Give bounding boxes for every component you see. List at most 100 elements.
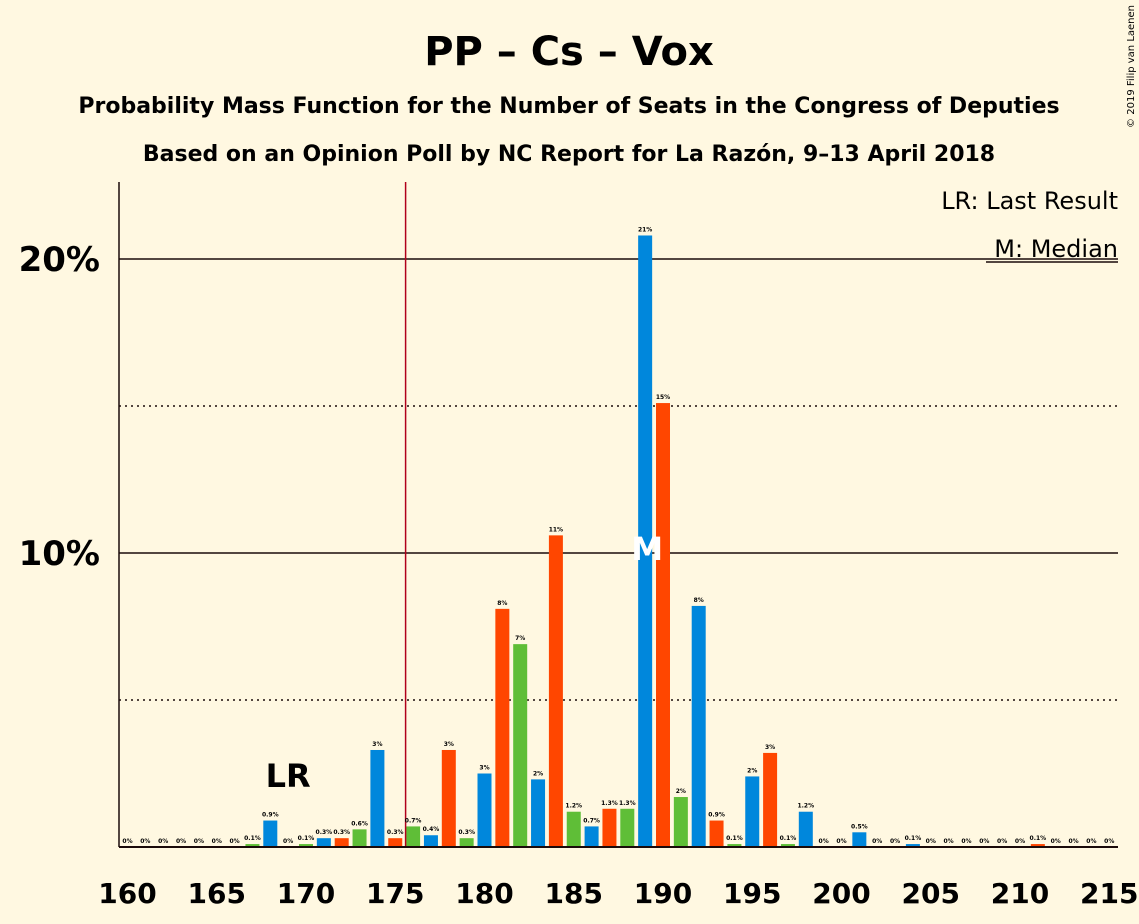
- x-tick-label: 165: [188, 877, 246, 910]
- bar-label-seat-180: 3%: [479, 765, 489, 772]
- bar-seat-185: [566, 811, 581, 847]
- bar-seat-183: [531, 779, 546, 847]
- bar-label-seat-186: 0.7%: [583, 817, 600, 824]
- bar-label-seat-212: 0%: [1051, 838, 1061, 845]
- bar-seat-167: [245, 844, 260, 847]
- bar-seat-179: [459, 838, 474, 847]
- bar-label-seat-178: 3%: [444, 741, 454, 748]
- bar-seat-198: [798, 811, 813, 847]
- bar-seat-191: [673, 797, 688, 847]
- median-marker: M: [631, 530, 663, 568]
- bar-seat-173: [352, 829, 367, 847]
- bar-label-seat-195: 2%: [747, 767, 757, 774]
- bar-label-seat-202: 0%: [872, 838, 882, 845]
- bar-seat-204: [905, 844, 920, 847]
- bar-label-seat-169: 0%: [283, 838, 293, 845]
- bar-label-seat-175: 0.3%: [387, 829, 404, 836]
- bar-label-seat-174: 3%: [372, 741, 382, 748]
- bar-label-seat-172: 0.3%: [333, 829, 350, 836]
- bar-label-seat-162: 0%: [158, 838, 168, 845]
- bar-seat-175: [388, 838, 403, 847]
- bar-label-seat-193: 0.9%: [708, 812, 725, 819]
- x-tick-label: 160: [98, 877, 156, 910]
- bar-seat-171: [316, 838, 331, 847]
- bar-label-seat-213: 0%: [1068, 838, 1078, 845]
- legend-last-result: LR: Last Result: [941, 187, 1118, 215]
- x-tick-label: 190: [634, 877, 692, 910]
- bar-label-seat-168: 0.9%: [262, 812, 279, 819]
- bar-label-seat-200: 0%: [836, 838, 846, 845]
- bar-seat-184: [548, 535, 563, 847]
- chart-subtitle: Probability Mass Function for the Number…: [78, 94, 1059, 119]
- bar-label-seat-170: 0.1%: [298, 835, 315, 842]
- bar-label-seat-189: 21%: [638, 226, 652, 233]
- x-tick-label: 215: [1080, 877, 1138, 910]
- x-tick-label: 170: [277, 877, 335, 910]
- y-tick-label: 10%: [19, 534, 100, 574]
- bar-seat-188: [620, 808, 635, 847]
- bar-label-seat-203: 0%: [890, 838, 900, 845]
- bar-seat-189: [638, 235, 653, 848]
- bar-label-seat-196: 3%: [765, 744, 775, 751]
- value-labels-group: 0% 0% 0% 0% 0% 0% 0% 0.1%0.9%0% 0.1%0.3% 0.3%0.6%…: [122, 226, 1114, 845]
- bar-label-seat-187: 1.3%: [601, 800, 618, 807]
- axes-group: 10% 20% 160 165 170 175 180 185 190 195 200 205 210 2…: [19, 182, 1138, 910]
- x-tick-label: 195: [723, 877, 781, 910]
- bar-seat-172: [334, 838, 349, 847]
- bar-seat-178: [441, 749, 456, 847]
- bar-label-seat-181: 8%: [497, 600, 507, 607]
- bar-label-seat-211: 0.1%: [1030, 835, 1047, 842]
- bar-label-seat-183: 2%: [533, 770, 543, 777]
- bar-seat-190: [656, 403, 670, 847]
- bar-seat-180: [477, 773, 492, 847]
- x-tick-label: 210: [991, 877, 1049, 910]
- bar-label-seat-173: 0.6%: [351, 820, 368, 827]
- bar-seat-168: [263, 820, 278, 847]
- chart-title: PP – Cs – Vox: [424, 29, 714, 75]
- bar-label-seat-204: 0.1%: [905, 835, 922, 842]
- gridlines: [119, 258, 1118, 701]
- bar-seat-201: [852, 832, 867, 847]
- copyright-credit: © 2019 Filip van Laenen: [1126, 5, 1137, 128]
- bar-label-seat-188: 1.3%: [619, 800, 636, 807]
- bar-label-seat-194: 0.1%: [726, 835, 743, 842]
- bar-label-seat-171: 0.3%: [316, 829, 333, 836]
- bar-seat-192: [691, 605, 706, 847]
- bar-seat-196: [763, 752, 778, 847]
- bar-label-seat-177: 0.4%: [423, 826, 440, 833]
- bar-label-seat-182: 7%: [515, 635, 525, 642]
- bar-label-seat-206: 0%: [944, 838, 954, 845]
- bar-label-seat-164: 0%: [194, 838, 204, 845]
- x-tick-label: 175: [366, 877, 424, 910]
- bar-label-seat-208: 0%: [979, 838, 989, 845]
- bar-label-seat-163: 0%: [176, 838, 186, 845]
- bar-seat-211: [1030, 844, 1045, 847]
- bar-label-seat-160: 0%: [122, 838, 132, 845]
- last-result-marker: LR: [266, 757, 311, 795]
- bar-label-seat-185: 1.2%: [565, 803, 582, 810]
- bar-label-seat-165: 0%: [212, 838, 222, 845]
- bar-seat-182: [513, 644, 528, 847]
- bar-label-seat-207: 0%: [961, 838, 971, 845]
- bar-seat-177: [423, 835, 438, 847]
- bar-label-seat-210: 0%: [1015, 838, 1025, 845]
- x-tick-label: 200: [812, 877, 870, 910]
- bars-group: [245, 182, 1045, 848]
- bar-label-seat-205: 0%: [926, 838, 936, 845]
- bar-label-seat-184: 11%: [549, 526, 563, 533]
- bar-label-seat-201: 0.5%: [851, 823, 868, 830]
- bar-seat-186: [584, 826, 599, 847]
- bar-label-seat-192: 8%: [694, 597, 704, 604]
- bar-label-seat-198: 1.2%: [797, 803, 814, 810]
- bar-label-seat-199: 0%: [819, 838, 829, 845]
- chart-subtitle-source: Based on an Opinion Poll by NC Report fo…: [143, 142, 995, 167]
- bar-label-seat-167: 0.1%: [244, 835, 261, 842]
- bar-seat-176: [406, 826, 421, 847]
- bar-seat-187: [602, 808, 617, 847]
- bar-label-seat-176: 0.7%: [405, 817, 422, 824]
- x-tick-label: 205: [902, 877, 960, 910]
- bar-seat-195: [745, 776, 760, 847]
- bar-label-seat-214: 0%: [1086, 838, 1096, 845]
- bar-label-seat-209: 0%: [997, 838, 1007, 845]
